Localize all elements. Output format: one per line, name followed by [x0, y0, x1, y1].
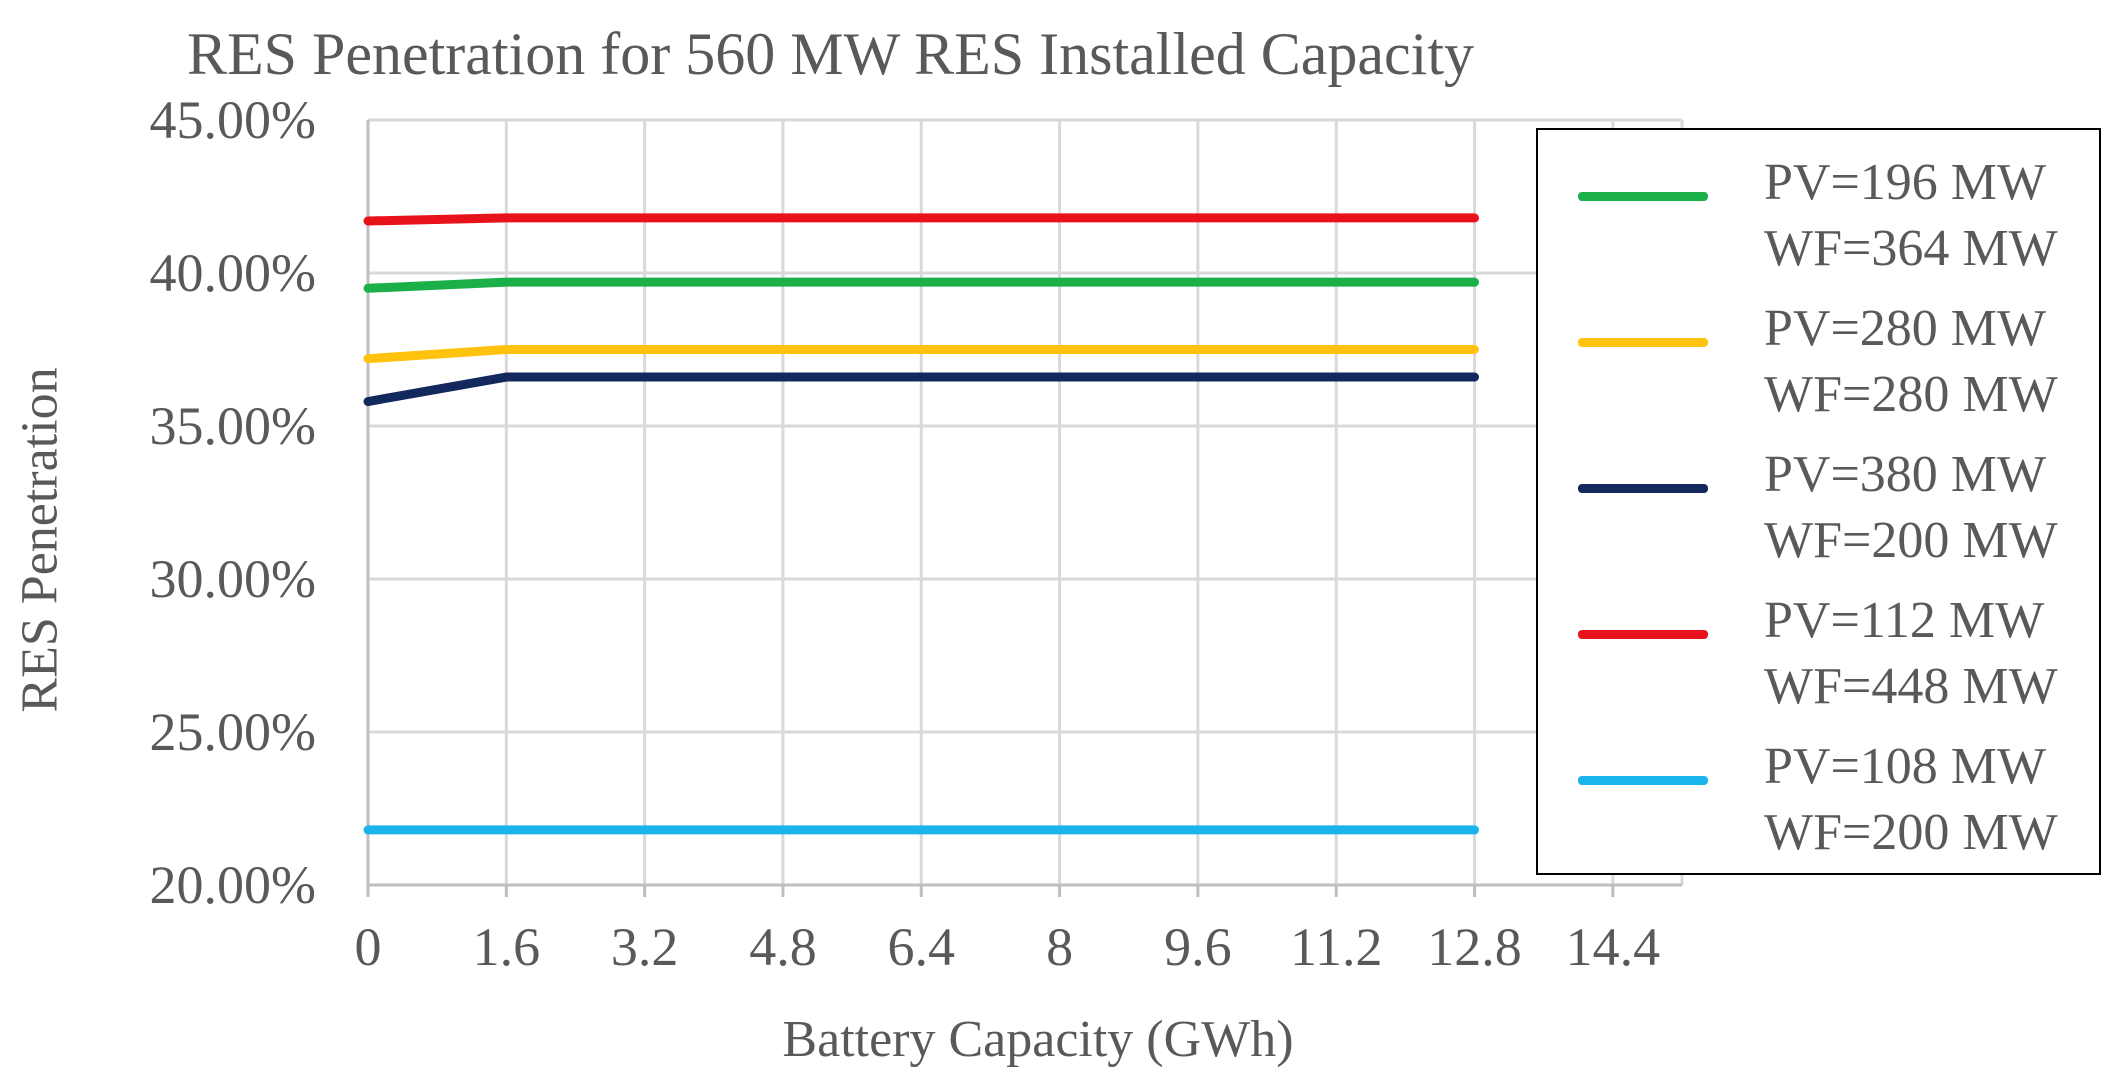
- y-axis-label: RES Penetration: [11, 367, 69, 713]
- y-tick-label: 35.00%: [150, 396, 316, 456]
- x-tick-label: 8: [1046, 917, 1073, 977]
- legend-text-2: PV=380 MW WF=200 MW: [1764, 442, 2058, 574]
- legend-label-line2: WF=448 MW: [1764, 658, 2058, 715]
- legend-label-line1: PV=108 MW: [1764, 738, 2047, 795]
- legend-text-0: PV=196 MW WF=364 MW: [1764, 150, 2058, 282]
- legend-label-line1: PV=280 MW: [1764, 300, 2047, 357]
- y-tick-label: 25.00%: [150, 702, 316, 762]
- x-tick-label: 9.6: [1164, 917, 1232, 977]
- legend-item-1: PV=280 MW WF=280 MW: [1578, 296, 2098, 446]
- legend-text-1: PV=280 MW WF=280 MW: [1764, 296, 2058, 428]
- x-tick-label: 11.2: [1290, 917, 1383, 977]
- legend-label-line1: PV=380 MW: [1764, 446, 2047, 503]
- legend-label-line2: WF=200 MW: [1764, 512, 2058, 569]
- legend-label-line2: WF=364 MW: [1764, 220, 2058, 277]
- legend-swatch-0: [1578, 192, 1708, 201]
- x-tick-label: 3.2: [611, 917, 679, 977]
- tick-labels: 20.00% 25.00% 30.00% 35.00% 40.00% 45.00% 0 1.6…: [150, 90, 1661, 977]
- series-line-2: [363, 372, 1480, 407]
- y-tick-label: 40.00%: [150, 243, 316, 303]
- x-tick-label: 4.8: [749, 917, 817, 977]
- legend-swatch-1: [1578, 338, 1708, 347]
- legend-item-4: PV=108 MW WF=200 MW: [1578, 734, 2098, 884]
- legend-item-2: PV=380 MW WF=200 MW: [1578, 442, 2098, 592]
- legend-label-line2: WF=200 MW: [1764, 804, 2058, 861]
- legend-swatch-4: [1578, 776, 1708, 785]
- series-lines: [363, 213, 1480, 835]
- legend-label-line1: PV=112 MW: [1764, 592, 2045, 649]
- grid-lines: [366, 118, 1684, 887]
- chart-title: RES Penetration for 560 MW RES Installed…: [0, 20, 2111, 89]
- x-axis-label: Battery Capacity (GWh): [782, 1011, 1294, 1068]
- y-tick-label: 45.00%: [150, 90, 316, 150]
- legend-label-line1: PV=196 MW: [1764, 154, 2047, 211]
- x-tick-label: 12.8: [1427, 917, 1522, 977]
- legend-swatch-2: [1578, 484, 1708, 493]
- legend: PV=196 MW WF=364 MW PV=280 MW WF=280 MW …: [1536, 128, 2101, 875]
- legend-swatch-3: [1578, 630, 1708, 639]
- x-tick-label: 1.6: [473, 917, 541, 977]
- legend-text-3: PV=112 MW WF=448 MW: [1764, 588, 2058, 720]
- series-line-3: [363, 213, 1480, 226]
- series-line-1: [363, 345, 1480, 364]
- y-tick-label: 30.00%: [150, 549, 316, 609]
- legend-label-line2: WF=280 MW: [1764, 366, 2058, 423]
- legend-item-0: PV=196 MW WF=364 MW: [1578, 150, 2098, 300]
- x-tick-label: 6.4: [888, 917, 956, 977]
- x-tick-label: 0: [355, 917, 382, 977]
- series-line-0: [363, 277, 1480, 293]
- x-tick-label: 14.4: [1566, 917, 1661, 977]
- legend-item-3: PV=112 MW WF=448 MW: [1578, 588, 2098, 738]
- chart-title-text: RES Penetration for 560 MW RES Installed…: [186, 21, 1475, 87]
- axes: [366, 120, 1682, 897]
- y-tick-label: 20.00%: [150, 855, 316, 915]
- legend-text-4: PV=108 MW WF=200 MW: [1764, 734, 2058, 866]
